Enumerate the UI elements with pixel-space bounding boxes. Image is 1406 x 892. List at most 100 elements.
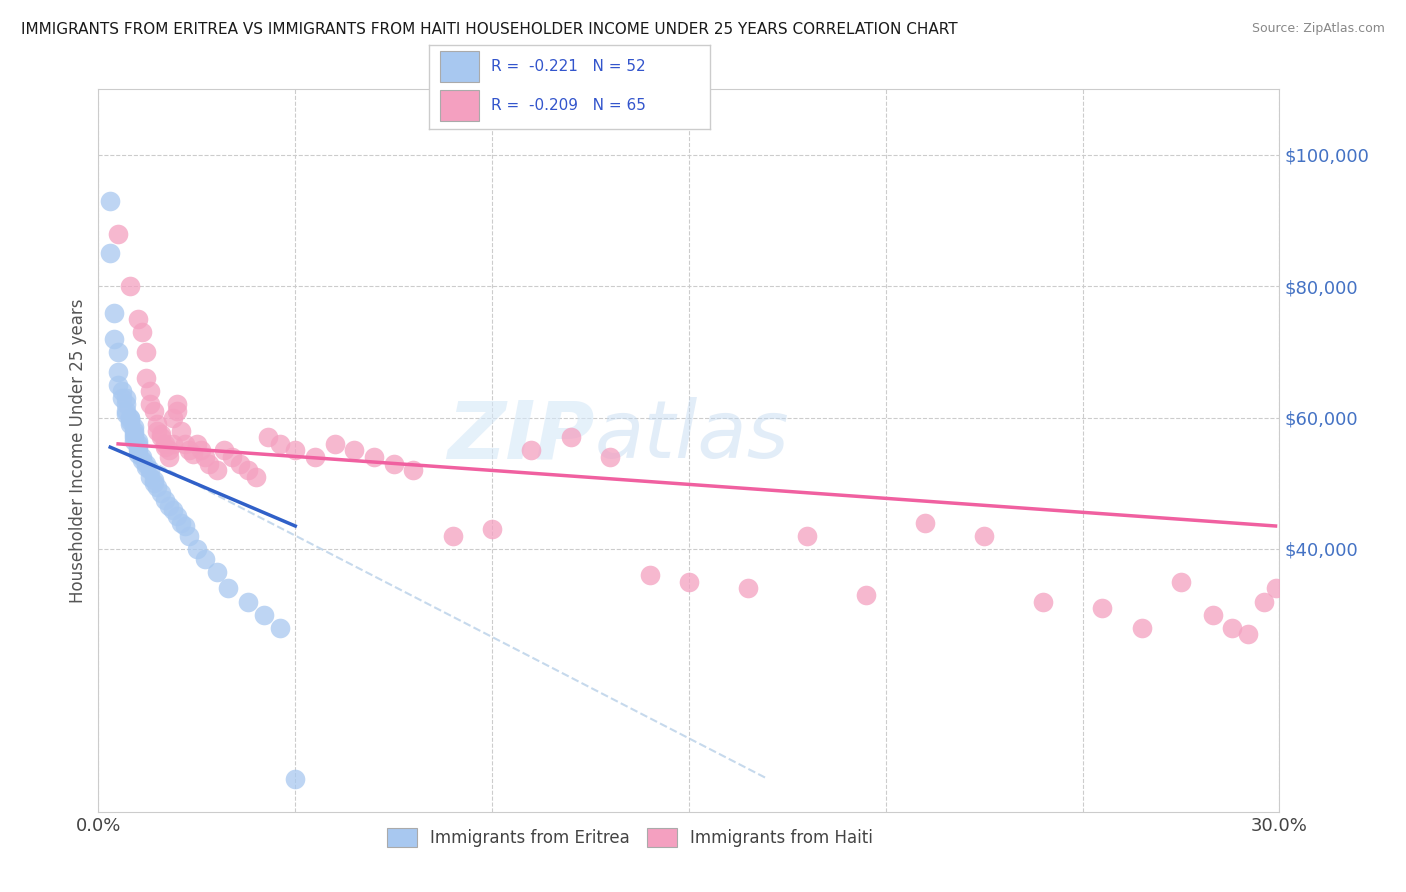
Point [135,371,157,385]
Point [973,529,995,543]
Point [599,450,621,464]
Text: R =  -0.209   N = 65: R = -0.209 N = 65 [491,98,645,113]
Point [138,384,160,399]
Point [103,332,125,346]
Point [162,437,184,451]
Point [138,463,160,477]
Point [122,434,145,448]
Point [127,437,149,451]
FancyBboxPatch shape [440,52,479,82]
Point [103,305,125,319]
Point [520,443,543,458]
Point [155,440,177,454]
Point [177,529,200,543]
Point [194,551,217,566]
Point [115,397,138,411]
Point [135,459,157,474]
Point [481,522,503,536]
Point [177,443,200,458]
Point [146,424,169,438]
Point [205,565,228,579]
Point [127,312,149,326]
Point [127,443,149,458]
Point [107,227,129,241]
Point [170,516,193,530]
Text: ZIP: ZIP [447,397,595,475]
Point [127,440,149,454]
Point [127,434,149,448]
Point [678,574,700,589]
Point [142,476,165,491]
Point [560,430,582,444]
Point [343,443,366,458]
Point [170,424,193,438]
Point [162,410,184,425]
Point [138,397,160,411]
Point [253,607,276,622]
Point [441,529,464,543]
Point [323,437,346,451]
Point [98,246,121,260]
Legend: Immigrants from Eritrea, Immigrants from Haiti: Immigrants from Eritrea, Immigrants from… [380,822,880,854]
Point [1253,594,1275,608]
Point [186,541,208,556]
Point [174,519,197,533]
Point [138,469,160,483]
Point [796,529,818,543]
Point [115,391,138,405]
Point [166,404,188,418]
Point [304,450,326,464]
Point [256,430,278,444]
Point [142,404,165,418]
Point [131,325,153,339]
Point [111,384,134,399]
Point [135,457,157,471]
Point [146,417,169,432]
Point [1220,621,1243,635]
Point [1032,594,1054,608]
Point [150,427,173,442]
Point [855,588,877,602]
Point [197,457,219,471]
Point [284,772,307,786]
Point [155,437,177,451]
Point [269,621,291,635]
Point [146,480,169,494]
Point [221,450,243,464]
Point [382,457,405,471]
Point [155,492,177,507]
Point [107,345,129,359]
Point [150,486,173,500]
Point [284,443,307,458]
Point [269,437,291,451]
Point [402,463,425,477]
Point [122,420,145,434]
Point [107,377,129,392]
Point [122,424,145,438]
Point [157,500,180,514]
Point [229,457,252,471]
Point [737,582,759,596]
Y-axis label: Householder Income Under 25 years: Householder Income Under 25 years [69,298,87,603]
Text: Source: ZipAtlas.com: Source: ZipAtlas.com [1251,22,1385,36]
Point [157,450,180,464]
Point [638,568,661,582]
Point [115,404,138,418]
Point [190,443,212,458]
Point [194,450,217,464]
FancyBboxPatch shape [440,90,479,120]
Point [217,582,239,596]
Point [107,365,129,379]
Point [166,397,188,411]
Point [127,447,149,461]
Point [111,391,134,405]
Point [1201,607,1223,622]
Point [118,279,141,293]
Point [363,450,385,464]
Point [150,430,173,444]
Point [157,443,180,458]
Point [1091,601,1114,615]
Text: R =  -0.221   N = 52: R = -0.221 N = 52 [491,59,645,74]
Point [1237,627,1260,641]
Point [115,407,138,422]
